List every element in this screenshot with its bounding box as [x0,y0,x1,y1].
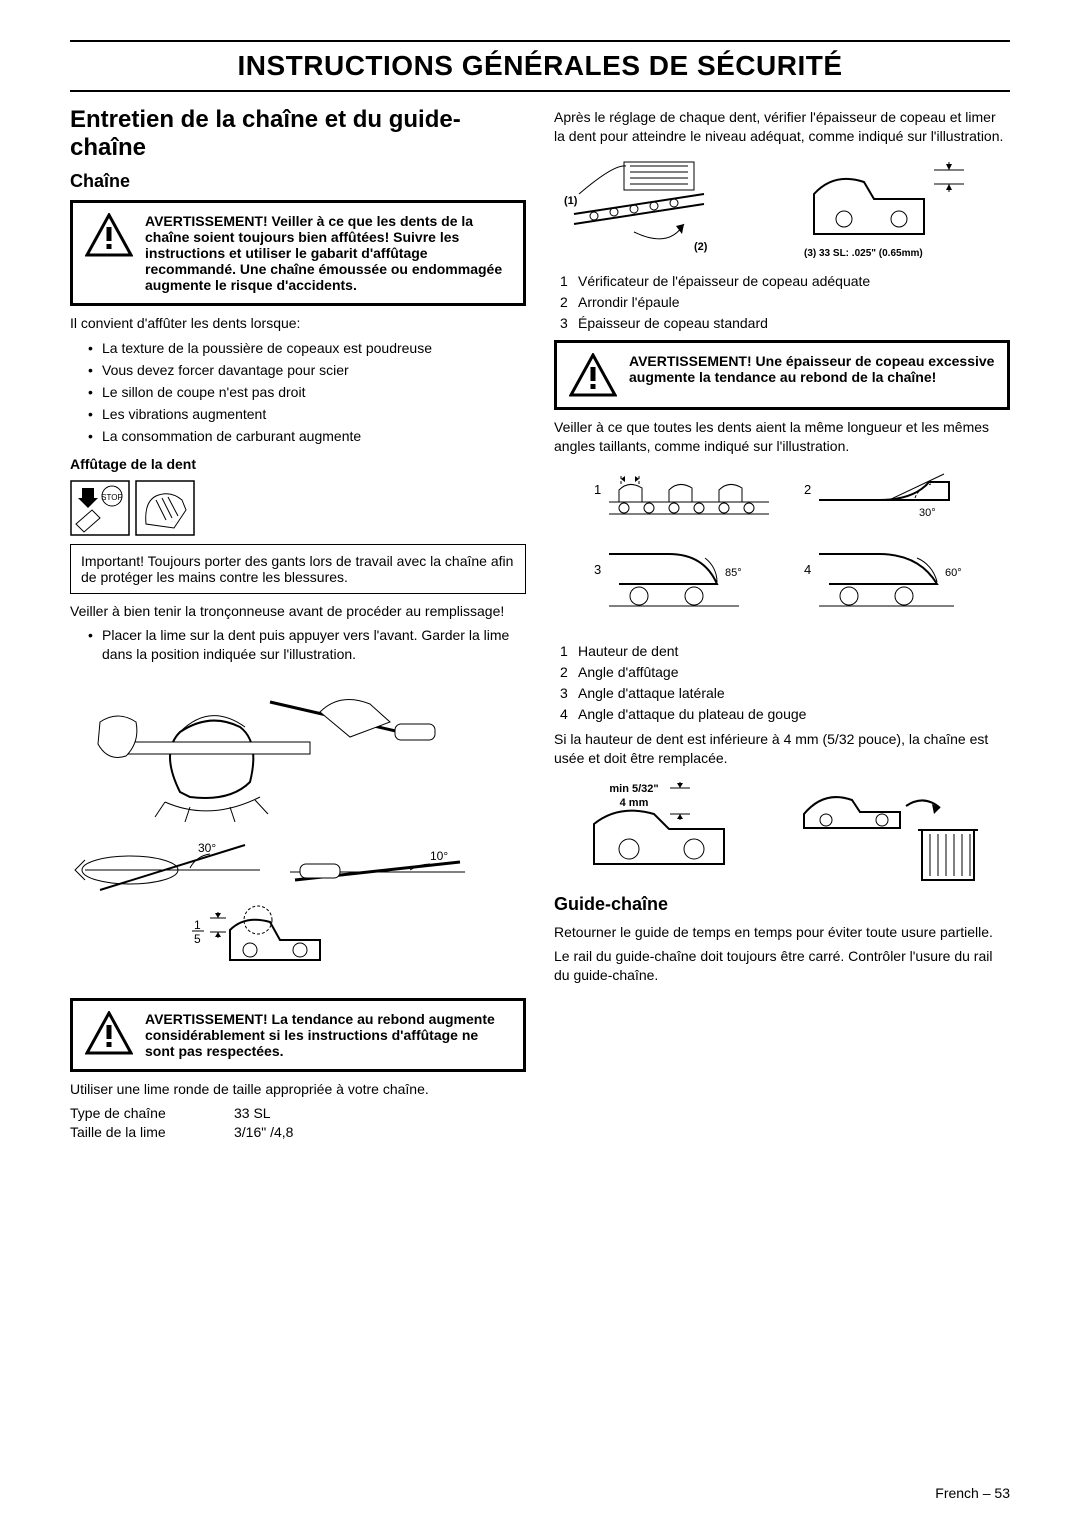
after-adjust-text: Après le réglage de chaque dent, vérifie… [554,108,1010,146]
svg-text:2: 2 [804,482,811,497]
fig-label-2: (2) [694,241,708,253]
sharpen-intro: Il convient d'affûter les dents lorsque: [70,314,526,333]
hold-chainsaw-text: Veiller à bien tenir la tronçonneuse ava… [70,602,526,621]
replace-figure: min 5/32" 4 mm [554,776,1010,886]
page-footer: French – 53 [935,1485,1010,1501]
warning-box-2: AVERTISSEMENT! La tendance au rebond aug… [70,998,526,1072]
subheading-sharpening: Affûtage de la dent [70,456,526,472]
row-label: Taille de la lime [70,1124,210,1140]
warning-icon [85,1011,133,1055]
list-item: Placer la lime sur la dent puis appuyer … [88,626,526,664]
list-item: 1Vérificateur de l'épaisseur de copeau a… [560,272,1010,291]
list-item: 2Arrondir l'épaule [560,293,1010,312]
footer-page: 53 [994,1485,1010,1501]
title-bottom-rule [70,90,1010,92]
svg-text:5: 5 [194,932,201,946]
list-item: 3Épaisseur de copeau standard [560,314,1010,333]
list-item: 1Hauteur de dent [560,642,1010,661]
worn-chain-text: Si la hauteur de dent est inférieure à 4… [554,730,1010,768]
svg-text:60°: 60° [945,567,962,579]
filing-illustration [70,672,526,822]
gloves-note: Important! Toujours porter des gants lor… [70,544,526,594]
svg-text:4: 4 [804,562,811,577]
list-item: 2Angle d'affûtage [560,663,1010,682]
list-item: La texture de la poussière de copeaux es… [88,339,526,358]
angle-list: 1Hauteur de dent 2Angle d'affûtage 3Angl… [554,642,1010,724]
warning-box-1: AVERTISSEMENT! Veiller à ce que les dent… [70,200,526,306]
fig-label-1: (1) [564,195,578,207]
footer-dash: – [983,1485,995,1501]
guide-text-1: Retourner le guide de temps en temps pou… [554,923,1010,942]
svg-text:1: 1 [594,482,601,497]
chain-spec-table: Type de chaîne 33 SL Taille de la lime 3… [70,1105,526,1140]
row-value: 33 SL [234,1105,271,1121]
svg-text:3: 3 [594,562,601,577]
ratio-label: 1 [194,918,201,932]
warning-icon [569,353,617,397]
svg-text:85°: 85° [725,567,742,579]
warning-text-1: AVERTISSEMENT! Veiller à ce que les dent… [145,213,511,293]
warning-text-2: AVERTISSEMENT! La tendance au rebond aug… [145,1011,511,1059]
list-item: Vous devez forcer davantage pour scier [88,361,526,380]
file-placement-list: Placer la lime sur la dent puis appuyer … [70,626,526,664]
min-label-b: 4 mm [620,797,649,809]
left-column: Entretien de la chaîne et du guide-chaîn… [70,102,526,1143]
angle-10-label: 10° [430,849,448,863]
page-title: INSTRUCTIONS GÉNÉRALES DE SÉCURITÉ [70,48,1010,86]
warning-icon [85,213,133,257]
gauge-list: 1Vérificateur de l'épaisseur de copeau a… [554,272,1010,333]
list-item: Les vibrations augmentent [88,405,526,424]
stop-gloves-figure: STOP [70,480,526,536]
list-item: 3Angle d'attaque latérale [560,684,1010,703]
warning-text-3: AVERTISSEMENT! Une épaisseur de copeau e… [629,353,995,385]
sharpen-bullet-list: La texture de la poussière de copeaux es… [70,339,526,445]
top-rule [70,40,1010,42]
angle-30-label: 30° [198,841,216,855]
section-heading: Entretien de la chaîne et du guide-chaîn… [70,106,526,161]
same-length-text: Veiller à ce que toutes les dents aient … [554,418,1010,456]
warning-box-3: AVERTISSEMENT! Une épaisseur de copeau e… [554,340,1010,410]
guide-text-2: Le rail du guide-chaîne doit toujours êt… [554,947,1010,985]
subheading-chain: Chaîne [70,171,526,192]
angle-diagrams: 30° 10° [70,830,526,990]
round-file-text: Utiliser une lime ronde de taille approp… [70,1080,526,1099]
right-column: Après le réglage de chaque dent, vérifie… [554,102,1010,1143]
svg-text:STOP: STOP [101,493,123,502]
fig-label-3: (3) 33 SL: .025" (0.65mm) [804,248,923,259]
gloves-note-text: Important! Toujours porter des gants lor… [81,553,513,585]
footer-lang: French [935,1485,979,1501]
row-label: Type de chaîne [70,1105,210,1121]
list-item: La consommation de carburant augmente [88,427,526,446]
min-label-a: min 5/32" [609,783,658,795]
four-angle-figure: 1 [554,464,1010,634]
svg-text:30°: 30° [919,507,936,519]
gauge-figure: (1) (2) (3) 33 SL: .025" (0.65mm) [554,154,1010,264]
list-item: Le sillon de coupe n'est pas droit [88,383,526,402]
subheading-guide: Guide-chaîne [554,894,1010,915]
list-item: 4Angle d'attaque du plateau de gouge [560,705,1010,724]
row-value: 3/16" /4,8 [234,1124,293,1140]
